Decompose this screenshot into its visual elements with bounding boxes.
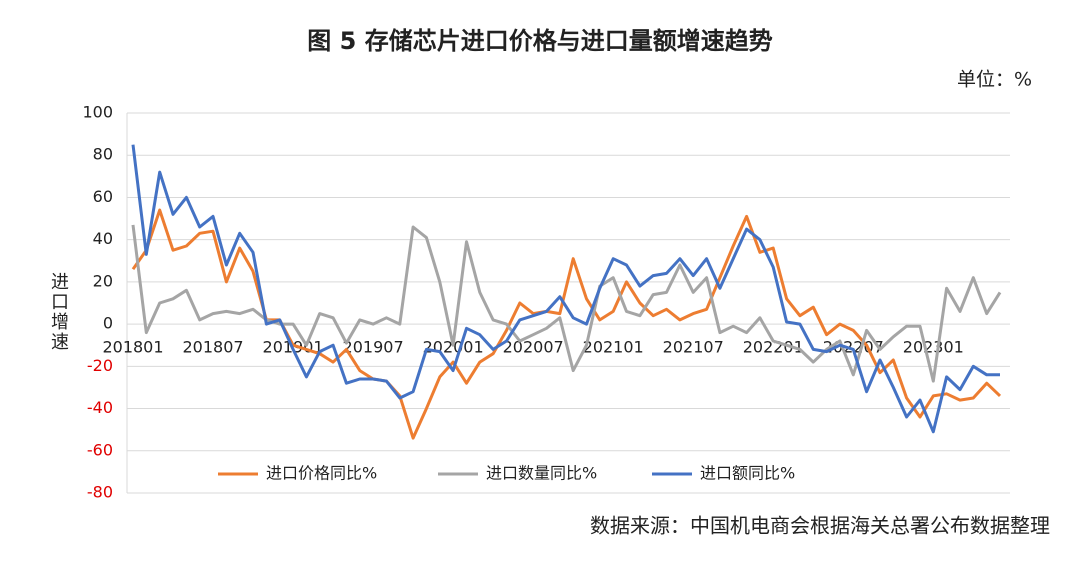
y-tick-label: 0: [103, 314, 113, 333]
legend-label: 进口价格同比%: [266, 464, 377, 483]
y-tick-label: 20: [93, 271, 113, 290]
x-tick-label: 202007: [503, 338, 564, 357]
x-tick-label: 202201: [743, 338, 804, 357]
source-note: 数据来源：中国机电商会根据海关总署公布数据整理: [590, 514, 1050, 538]
chart-title: 图 5 存储芯片进口价格与进口量额增速趋势: [307, 27, 772, 55]
y-axis-label: 进口增速: [48, 272, 69, 352]
y-tick-label: 60: [93, 187, 113, 206]
y-tick-label: -20: [87, 356, 113, 375]
x-tick-label: 201807: [182, 338, 243, 357]
legend-label: 进口额同比%: [700, 464, 795, 483]
x-tick-label: 202101: [583, 338, 644, 357]
y-tick-label: 80: [93, 145, 113, 164]
y-tick-label: -80: [87, 483, 113, 502]
x-tick-label: 201801: [102, 338, 163, 357]
y-tick-label: 100: [82, 103, 113, 122]
y-tick-label: -40: [87, 398, 113, 417]
series-line: [131, 224, 1002, 383]
x-tick-label: 202301: [903, 338, 964, 357]
unit-label: 单位：%: [957, 69, 1032, 91]
y-tick-label: -60: [87, 440, 113, 459]
x-tick-label: 202107: [663, 338, 724, 357]
y-tick-label: 40: [93, 229, 113, 248]
x-tick-label: 201907: [343, 338, 404, 357]
legend-label: 进口数量同比%: [486, 464, 597, 483]
series-line: [131, 144, 1000, 434]
